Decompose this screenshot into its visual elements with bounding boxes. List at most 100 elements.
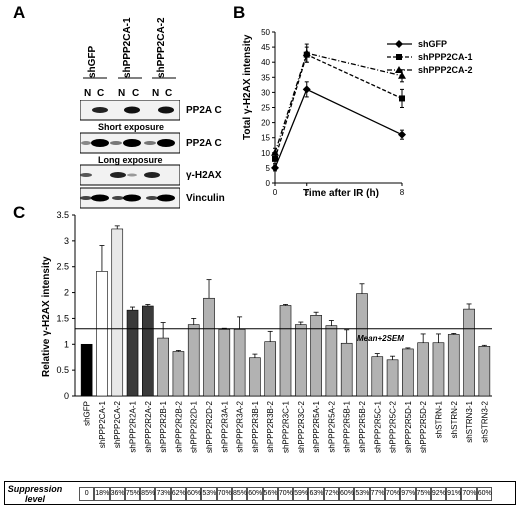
bar-shppp2r5c-2 bbox=[386, 359, 399, 397]
fraction-c-2: C bbox=[132, 88, 140, 99]
line-chart-y-tick-label: 45 bbox=[261, 43, 270, 52]
bar-category-label: shGFP bbox=[83, 401, 92, 426]
line-chart-y-tick-label: 10 bbox=[261, 149, 270, 158]
suppression-cell: 97% bbox=[400, 487, 416, 501]
bar-shppp2r2d-2 bbox=[203, 297, 215, 397]
exposure-long: Long exposure bbox=[98, 155, 163, 165]
bar-category-label: shSTRN3-1 bbox=[465, 400, 474, 442]
suppression-cell: 62% bbox=[170, 487, 187, 501]
lane-group-shppp2ca-1: shPPP2CA-1 bbox=[122, 17, 133, 78]
line-chart-x-tick-label: 2 bbox=[305, 188, 310, 197]
line-chart-y-tick-label: 25 bbox=[261, 104, 270, 113]
exposure-short: Short exposure bbox=[98, 122, 165, 132]
bar-chart-y-tick-label: 1 bbox=[64, 339, 69, 349]
line-chart-y-tick-label: 15 bbox=[261, 134, 270, 143]
bar-chart-y-tick-label: 2 bbox=[64, 288, 69, 298]
suppression-cell: 60% bbox=[476, 487, 492, 501]
line-point bbox=[399, 95, 405, 102]
panel-label-c: C bbox=[13, 203, 26, 222]
line-chart-y-axis-label: Total γ-H2AX intensity bbox=[242, 34, 253, 140]
bar-shppp2ca-2 bbox=[111, 228, 124, 397]
suppression-cell: 60% bbox=[339, 487, 355, 501]
bar-category-label: shPPP2R3A-1 bbox=[220, 400, 229, 452]
suppression-cell: 70% bbox=[277, 487, 294, 501]
suppression-cell: 75% bbox=[415, 487, 431, 501]
bar-shppp2r5c-1 bbox=[371, 356, 384, 397]
line-chart-legend: shGFP shPPP2CA-1 shPPP2CA-2 bbox=[418, 39, 473, 75]
blot-label-gh2ax: γ-H2AX bbox=[186, 170, 222, 181]
suppression-cell: 60% bbox=[247, 487, 263, 501]
suppression-label-line1: Suppression bbox=[7, 484, 63, 494]
bar-category-label: shSTRN3-2 bbox=[480, 400, 489, 442]
bar-category-label: shPPP2R2D-1 bbox=[190, 400, 199, 453]
bar-category-label: shPPP2R5C-1 bbox=[373, 400, 382, 453]
bar-shppp2r3a-1 bbox=[218, 328, 231, 397]
bar-category-label: shPPP2R2B-1 bbox=[159, 400, 168, 452]
bar-shppp2r3c-1 bbox=[279, 305, 292, 397]
bar-category-label: shPPP2R5D-2 bbox=[419, 400, 428, 453]
suppression-label: Suppression level bbox=[7, 484, 63, 504]
suppression-cell: 36% bbox=[109, 487, 125, 501]
bar-chart-y-tick-label: 0.5 bbox=[56, 365, 69, 375]
line-chart-y-tick-label: 20 bbox=[261, 119, 270, 128]
suppression-cell: 75% bbox=[124, 487, 141, 501]
legend-label-shgfp: shGFP bbox=[418, 39, 447, 49]
suppression-cell: 53% bbox=[201, 487, 217, 501]
bar-shppp2r2b-1 bbox=[157, 337, 169, 397]
bar-chart-y-tick-label: 3.5 bbox=[56, 210, 69, 220]
line-chart-y-tick-label: 35 bbox=[261, 73, 270, 82]
bar-category-label: shPPP2R3C-1 bbox=[282, 400, 291, 453]
suppression-cell: 72% bbox=[323, 487, 340, 501]
legend-marker bbox=[395, 40, 403, 48]
suppression-cell: 53% bbox=[354, 487, 370, 501]
blot-label-pp2a-long: PP2A C bbox=[186, 138, 222, 149]
lane-group-shppp2ca-2: shPPP2CA-2 bbox=[156, 17, 167, 78]
suppression-cell: 70% bbox=[461, 487, 477, 501]
line-point bbox=[398, 71, 406, 79]
line-chart-x-tick-label: 8 bbox=[400, 188, 405, 197]
line-chart-y-tick-label: 0 bbox=[266, 179, 271, 188]
bar-category-label: shPPP2R3C-2 bbox=[297, 400, 306, 453]
line-chart-b: 0 5 10 15 20 25 30 35 40 45 50 0 2 8 Total γ-H2AX int… bbox=[242, 28, 473, 199]
bar-shppp2ca-1 bbox=[96, 271, 108, 397]
bar-category-label: shPPP2R5B-2 bbox=[358, 400, 367, 452]
bar-shppp2r3c-2 bbox=[294, 324, 307, 397]
bar-shppp2r2d-1 bbox=[187, 324, 200, 397]
line-chart-y-tick-label: 50 bbox=[261, 28, 270, 37]
bar-shppp2r5d-2 bbox=[417, 342, 429, 397]
suppression-cell: 92% bbox=[430, 487, 447, 501]
bar-chart-y-tick-label: 1.5 bbox=[56, 313, 69, 323]
fraction-n-2: N bbox=[118, 88, 126, 99]
bar-shppp2r3a-2 bbox=[233, 328, 246, 397]
threshold-label: Mean+2SEM bbox=[357, 334, 404, 343]
bar-category-label: shPPP2CA-2 bbox=[113, 400, 122, 448]
fraction-c-1: C bbox=[97, 88, 105, 99]
line-point bbox=[302, 49, 311, 57]
suppression-cell: 63% bbox=[308, 487, 324, 501]
legend-label-shppp2ca-2: shPPP2CA-2 bbox=[418, 65, 473, 75]
suppression-table bbox=[4, 481, 516, 505]
fraction-n-1: N bbox=[84, 88, 92, 99]
suppression-cell: 56% bbox=[262, 487, 278, 501]
legend-marker bbox=[395, 66, 403, 73]
bar-category-label: shPPP2R2D-2 bbox=[205, 400, 214, 453]
blot-label-pp2a-short: PP2A C bbox=[186, 105, 222, 116]
panel-label-a: A bbox=[13, 3, 26, 22]
bar-category-label: shPPP2R5D-1 bbox=[404, 400, 413, 453]
bar-shppp2r5d-1 bbox=[402, 348, 414, 397]
bar-category-label: shPPP2R2A-2 bbox=[144, 400, 153, 452]
bar-shppp2r2a-1 bbox=[126, 309, 139, 397]
blot-label-vinculin: Vinculin bbox=[186, 193, 225, 204]
suppression-cell: 85% bbox=[140, 487, 156, 501]
bar-category-label: shPPP2R2A-1 bbox=[129, 400, 138, 452]
bar-shppp2r2b-2 bbox=[172, 351, 185, 397]
bar-shstrn-1 bbox=[432, 342, 445, 397]
bar-category-label: shPPP2R5B-1 bbox=[343, 400, 352, 452]
line-chart-x-tick-label: 0 bbox=[273, 188, 278, 197]
bar-chart-y-axis-label: Relative γ-H2AX intensity bbox=[41, 256, 52, 377]
line-point bbox=[272, 155, 278, 162]
suppression-cell: 59% bbox=[293, 487, 309, 501]
bar-shgfp bbox=[80, 343, 93, 397]
bar-shppp2r2a-2 bbox=[142, 305, 154, 397]
lane-group-shgfp: shGFP bbox=[87, 45, 98, 78]
